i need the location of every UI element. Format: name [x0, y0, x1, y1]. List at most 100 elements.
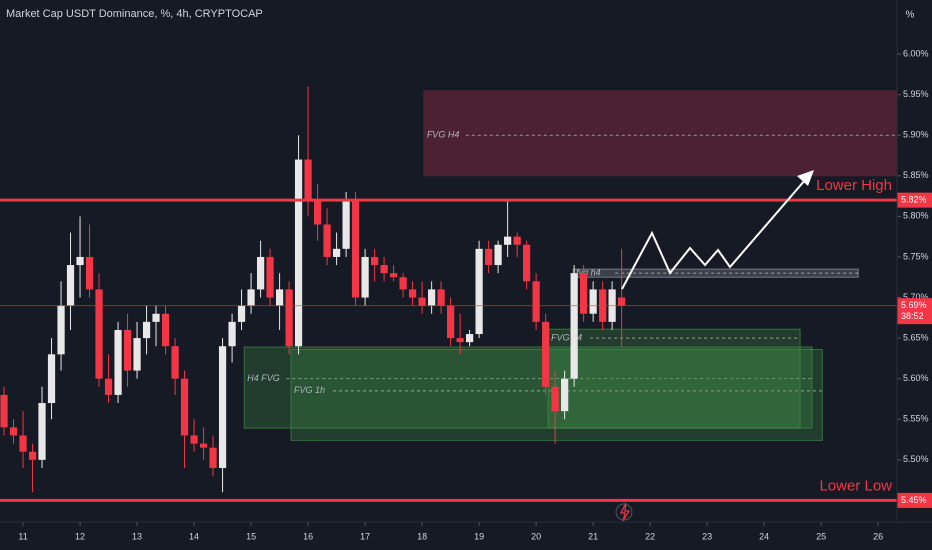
candle-body — [304, 159, 312, 201]
candle-body — [570, 273, 578, 379]
candles — [0, 86, 626, 493]
x-tick-label: 21 — [588, 531, 598, 541]
x-tick-label: 16 — [303, 531, 313, 541]
overlay: 5.50% 5.55% 5.60% 5.65% 5.70% 5.75% 5.80% 5.85%… — [0, 48, 932, 541]
candle-body — [199, 443, 208, 448]
y-tick-label: 5.85% — [903, 170, 929, 180]
candle-body — [428, 289, 436, 306]
candle-body — [114, 329, 122, 395]
candle-body — [218, 346, 227, 468]
candle-body — [9, 427, 18, 436]
candle-body — [456, 338, 464, 343]
candle-body — [418, 297, 426, 306]
candle-body — [133, 338, 141, 371]
y-tick-label: 5.80% — [903, 211, 929, 221]
x-tick-label: 18 — [417, 531, 427, 541]
price-badge-label: 5.45% — [901, 495, 927, 505]
candle-body — [513, 236, 521, 245]
x-tick-label: 15 — [246, 531, 256, 541]
x-tick-label: 24 — [759, 531, 769, 541]
candle-body — [389, 273, 398, 278]
candle-body — [47, 354, 56, 404]
axis-unit: % — [906, 10, 915, 21]
annotation: Lower Low — [819, 477, 892, 494]
x-tick-label: 23 — [702, 531, 712, 541]
y-tick-label: 5.55% — [903, 414, 929, 424]
y-tick-label: 5.50% — [903, 454, 929, 464]
candle-body — [66, 265, 75, 306]
candle-body — [85, 256, 94, 290]
candle-body — [209, 447, 217, 468]
y-tick-label: 5.70% — [903, 292, 929, 302]
candle-body — [228, 321, 236, 347]
icon — [615, 503, 633, 521]
candle-body — [589, 289, 597, 314]
candle-body — [38, 403, 46, 460]
y-tick-label: 6.00% — [903, 48, 929, 58]
chart-title: Market Cap USDT Dominance, %, 4h, CRYPTO… — [6, 8, 263, 20]
candle-body — [485, 248, 493, 266]
candle-body — [76, 256, 84, 266]
candle-body — [561, 378, 569, 412]
countdown: 38:52 — [901, 311, 924, 321]
x-tick-label: 20 — [531, 531, 541, 541]
x-tick-label: 22 — [645, 531, 655, 541]
candle-body — [123, 329, 132, 371]
candle-body — [161, 313, 170, 347]
price-badge-label: 5.69% — [901, 300, 927, 310]
price-badge — [897, 492, 932, 508]
zone-label: H4 FVG — [247, 373, 280, 383]
candle-body — [0, 394, 8, 428]
projection-arrow — [621, 171, 813, 290]
candle-body — [522, 244, 531, 282]
candle-body — [275, 289, 284, 306]
y-tick-label: 5.95% — [903, 89, 929, 99]
candle-body — [247, 289, 255, 306]
y-tick-label: 5.60% — [903, 373, 929, 383]
y-tick-label: 5.90% — [903, 130, 929, 140]
price-badge — [897, 192, 932, 208]
candle-body — [266, 256, 274, 298]
candle-body — [446, 305, 455, 339]
price-badge — [897, 298, 932, 325]
candle-body — [323, 224, 331, 257]
x-tick-label: 26 — [873, 531, 883, 541]
candle-body — [152, 313, 160, 322]
candle-body — [104, 378, 113, 395]
zone-label: FVG 1h — [294, 385, 325, 395]
candle-body — [465, 334, 474, 343]
candle-body — [371, 256, 379, 266]
candle-body — [399, 277, 407, 290]
candle-body — [494, 244, 502, 266]
candle-body — [342, 200, 350, 249]
candle-body — [475, 248, 483, 335]
candle-body — [57, 305, 65, 355]
candle-body — [256, 256, 265, 290]
candle-body — [380, 265, 388, 274]
x-tick-label: 13 — [132, 531, 142, 541]
zone — [547, 328, 801, 429]
icon — [620, 502, 631, 522]
candle-body — [580, 273, 588, 314]
y-tick-label: 5.65% — [903, 332, 929, 342]
zone — [423, 90, 898, 177]
zones: FVG H4 H4 FVG FVG 1h FVG h4 fvg h4 — [243, 90, 898, 441]
candle-body — [285, 289, 293, 347]
x-tick-label: 19 — [474, 531, 484, 541]
candle-body — [142, 321, 151, 339]
y-tick-label: 5.75% — [903, 251, 929, 261]
candle-body — [618, 297, 626, 306]
candle-body — [180, 378, 189, 436]
price-badge-label: 5.82% — [901, 195, 927, 205]
x-tick-label: 11 — [18, 531, 27, 541]
x-tick-label: 14 — [189, 531, 199, 541]
annotation: Lower High — [816, 177, 892, 194]
candle-body — [95, 289, 103, 379]
zone-label: FVG h4 — [551, 332, 582, 342]
x-tick-label: 25 — [816, 531, 826, 541]
candle-body — [351, 200, 360, 298]
candle-body — [237, 305, 246, 322]
arrow-head — [797, 170, 814, 186]
candle-body — [171, 346, 179, 379]
